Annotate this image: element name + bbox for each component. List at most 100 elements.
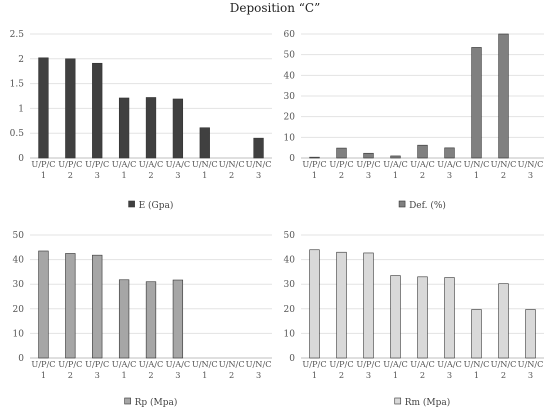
rp-chart: 01020304050U/P/C1U/P/C2U/P/C3U/A/C1U/A/C… (13, 231, 272, 408)
x-tick-label: U/A/C (112, 159, 137, 169)
x-tick-label: U/P/C (58, 159, 82, 169)
y-tick-label: 50 (284, 231, 296, 241)
x-tick-label: U/A/C (437, 159, 462, 169)
x-tick-label: U/A/C (437, 359, 462, 369)
bar (118, 279, 130, 359)
bar (65, 58, 76, 159)
legend-label: E (Gpa) (139, 200, 174, 211)
x-tick-sublabel: 1 (474, 370, 479, 380)
y-tick-label: 1 (18, 104, 24, 114)
y-tick-label: 2 (18, 55, 24, 65)
x-tick-label: U/P/C (356, 159, 380, 169)
y-tick-label: 50 (284, 51, 296, 61)
bar (38, 250, 49, 359)
bar (92, 62, 103, 159)
x-tick-label: U/P/C (85, 359, 109, 369)
x-tick-sublabel: 2 (339, 170, 344, 180)
x-tick-label: U/A/C (166, 159, 191, 169)
legend-label: Rp (Mpa) (135, 397, 178, 408)
y-tick-label: 50 (13, 231, 25, 241)
bar (444, 277, 455, 359)
x-tick-sublabel: 2 (420, 170, 425, 180)
x-tick-sublabel: 2 (68, 170, 73, 180)
bar (309, 249, 320, 359)
bar (363, 252, 374, 359)
x-tick-label: U/A/C (383, 359, 408, 369)
x-tick-label: U/P/C (302, 159, 326, 169)
x-tick-label: U/N/C (219, 159, 245, 169)
x-tick-label: U/P/C (329, 159, 353, 169)
x-tick-label: U/A/C (139, 359, 164, 369)
bar (38, 57, 49, 159)
y-tick-label: 20 (284, 113, 296, 123)
bar (65, 253, 76, 359)
bar (390, 275, 401, 359)
legend: Def. (%) (398, 200, 446, 211)
legend-swatch (394, 397, 402, 405)
x-tick-sublabel: 3 (256, 170, 261, 180)
bar (92, 254, 103, 359)
x-tick-label: U/P/C (302, 359, 326, 369)
x-tick-label: U/N/C (219, 359, 245, 369)
x-tick-sublabel: 1 (393, 370, 398, 380)
rm-chart: 01020304050U/P/C1U/P/C2U/P/C3U/A/C1U/A/C… (284, 231, 544, 408)
x-tick-sublabel: 1 (202, 370, 207, 380)
bar (309, 156, 320, 159)
legend: E (Gpa) (128, 200, 174, 211)
y-tick-label: 0 (289, 154, 295, 164)
x-tick-sublabel: 3 (95, 170, 100, 180)
bar (498, 283, 509, 359)
bar (363, 152, 374, 159)
y-tick-label: 20 (284, 305, 296, 315)
y-tick-label: 40 (284, 256, 296, 266)
y-tick-label: 0.5 (10, 129, 25, 139)
x-tick-sublabel: 1 (122, 170, 127, 180)
x-tick-sublabel: 2 (68, 370, 73, 380)
x-tick-label: U/P/C (31, 359, 55, 369)
x-tick-label: U/N/C (491, 159, 517, 169)
legend: Rm (Mpa) (394, 397, 451, 408)
bar (498, 33, 509, 159)
x-tick-sublabel: 3 (175, 370, 180, 380)
x-tick-sublabel: 1 (41, 170, 46, 180)
x-tick-sublabel: 3 (447, 170, 452, 180)
y-tick-label: 30 (13, 280, 25, 290)
y-tick-label: 60 (284, 30, 296, 40)
x-tick-label: U/A/C (383, 159, 408, 169)
y-tick-label: 30 (284, 92, 296, 102)
x-tick-sublabel: 2 (229, 170, 234, 180)
legend-label: Def. (%) (409, 200, 446, 211)
bar (444, 147, 455, 159)
y-tick-label: 1.5 (10, 80, 25, 90)
y-tick-label: 40 (284, 71, 296, 81)
bar (172, 279, 184, 359)
y-tick-label: 10 (13, 329, 25, 339)
x-tick-sublabel: 3 (95, 370, 100, 380)
x-tick-sublabel: 1 (474, 170, 479, 180)
y-tick-label: 20 (13, 305, 25, 315)
bar (336, 147, 347, 159)
x-tick-label: U/N/C (192, 359, 218, 369)
bar (172, 98, 184, 159)
legend: Rp (Mpa) (124, 397, 178, 408)
bar (471, 47, 482, 159)
x-tick-sublabel: 1 (202, 170, 207, 180)
y-tick-label: 30 (284, 280, 296, 290)
x-tick-sublabel: 2 (229, 370, 234, 380)
x-tick-sublabel: 2 (501, 170, 506, 180)
x-tick-label: U/N/C (246, 359, 272, 369)
x-tick-label: U/A/C (166, 359, 191, 369)
x-tick-sublabel: 3 (366, 370, 371, 380)
x-tick-sublabel: 2 (148, 170, 153, 180)
x-tick-sublabel: 1 (312, 370, 317, 380)
y-tick-label: 2.5 (10, 30, 25, 40)
x-tick-sublabel: 2 (148, 370, 153, 380)
x-tick-sublabel: 2 (501, 370, 506, 380)
x-tick-label: U/P/C (329, 359, 353, 369)
x-tick-sublabel: 1 (41, 370, 46, 380)
e-chart: 00.511.522.5U/P/C1U/P/C2U/P/C3U/A/C1U/A/… (10, 30, 272, 211)
x-tick-label: U/A/C (410, 159, 435, 169)
legend-label: Rm (Mpa) (405, 397, 451, 408)
x-tick-label: U/A/C (112, 359, 137, 369)
